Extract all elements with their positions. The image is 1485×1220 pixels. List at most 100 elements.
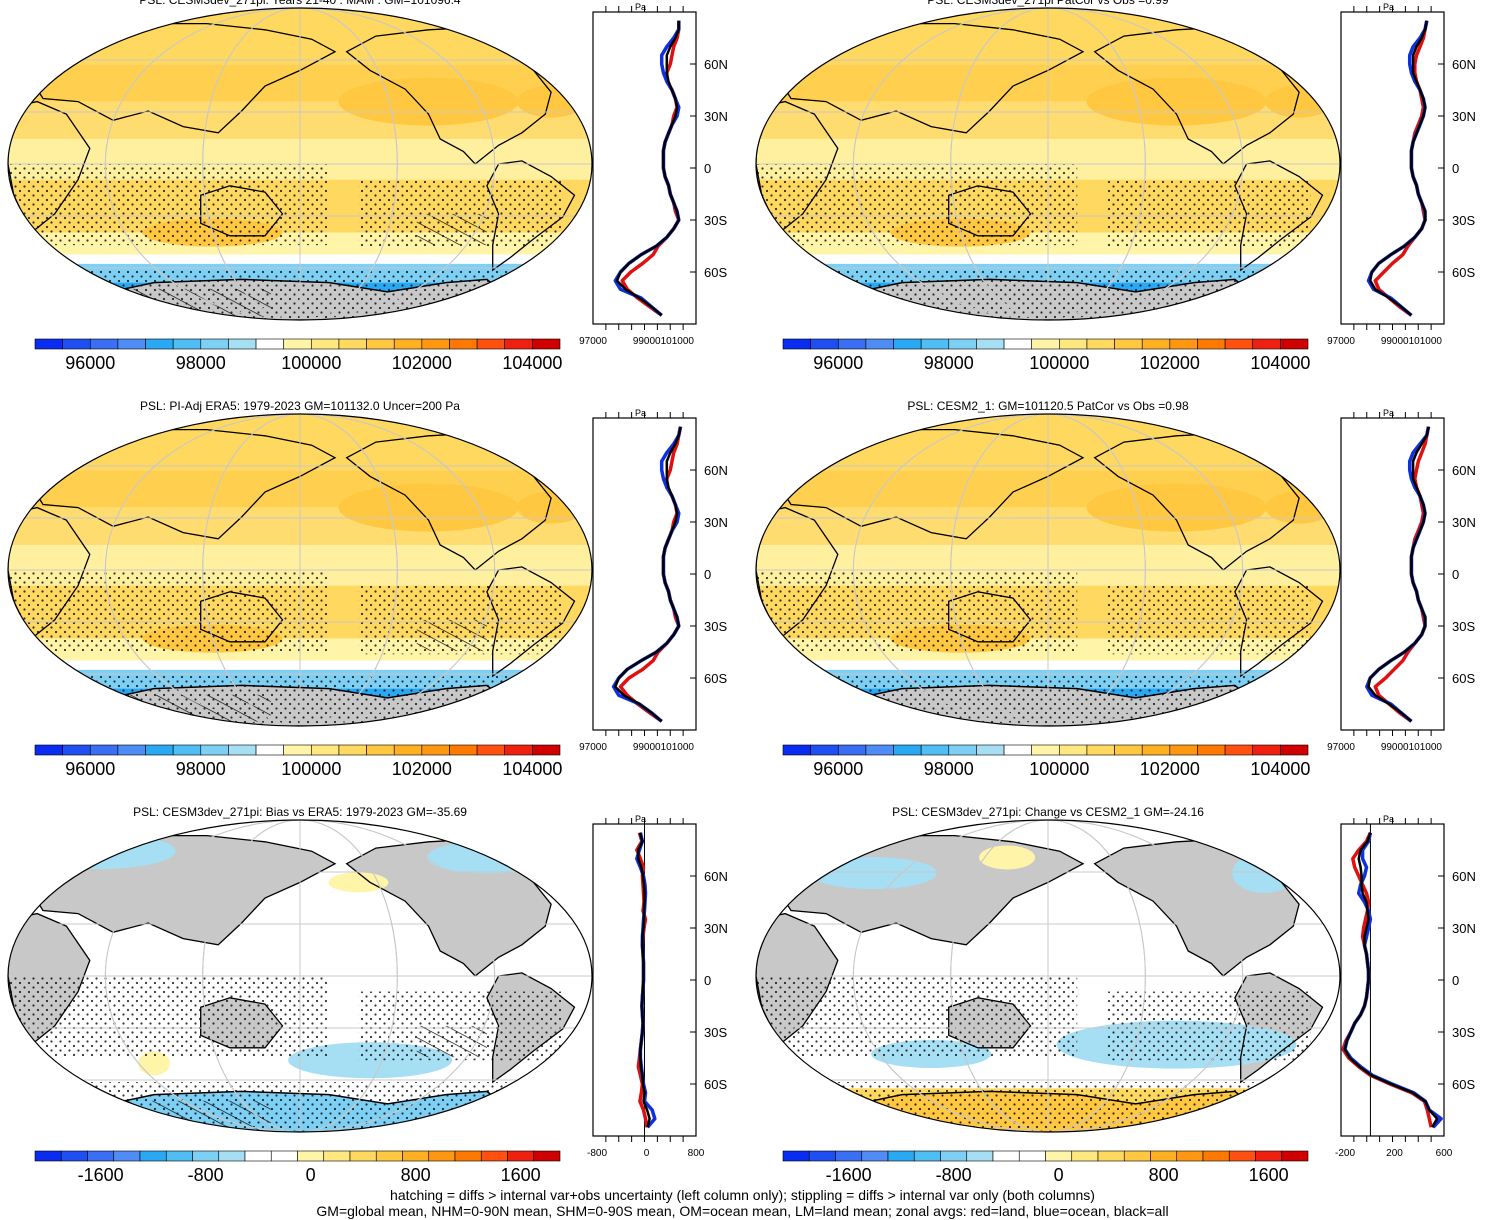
colorbar-swatch: [1141, 338, 1171, 350]
colorbar-swatch: [62, 338, 91, 350]
zonal-profile-5: 60N 30N 0 30S 60S Pa -800 0 800: [587, 814, 728, 1159]
profile-unit: Pa: [635, 814, 646, 824]
panel-5: PSL: CESM3dev_271pi: Bias vs ERA5: 1979-…: [7, 805, 728, 1185]
colorbar-swatch: [1202, 1150, 1230, 1162]
colorbar-label: 98000: [924, 759, 974, 779]
colorbar-swatch: [1252, 744, 1281, 756]
colorbar-swatch: [1003, 338, 1032, 350]
meridian-line: [950, 820, 1146, 1132]
colorbar-swatch: [60, 1150, 88, 1162]
subtropical-high: [338, 483, 519, 532]
stipple-region: [1106, 179, 1311, 249]
map-border: [7, 7, 593, 321]
colorbar-label: 1600: [1249, 1165, 1289, 1185]
lat-tick-label: 60N: [1452, 463, 1476, 478]
colorbar-swatch: [865, 338, 894, 350]
colorbar-swatch: [349, 1150, 377, 1162]
lat-tick-label: 0: [704, 567, 711, 582]
lat-tick-label: 60S: [704, 1077, 727, 1092]
colorbar-swatch: [200, 744, 229, 756]
lat-tick-label: 30S: [704, 619, 727, 634]
map-2: [756, 8, 1340, 320]
lat-tick-label: 60N: [1452, 869, 1476, 884]
lat-tick-label: 0: [1452, 567, 1459, 582]
map-border: [755, 7, 1341, 321]
colorbar-swatch: [810, 744, 839, 756]
lat-tick-label: 30S: [1452, 619, 1475, 634]
colorbar-label: -800: [188, 1165, 224, 1185]
map-border: [755, 819, 1341, 1133]
colorbar-swatch: [34, 744, 63, 756]
colorbar-label: 98000: [176, 759, 226, 779]
colorbar-swatch: [992, 1150, 1020, 1162]
x-tick-label: 600: [1436, 1148, 1453, 1159]
colorbar-swatch: [311, 338, 340, 350]
colorbar-swatch: [375, 1150, 403, 1162]
zonal-all-line: [637, 832, 651, 1128]
colorbar-swatch: [421, 744, 450, 756]
colorbar-swatch: [1114, 338, 1143, 350]
stipple-region: [1106, 991, 1311, 1061]
colorbar-swatch: [117, 744, 146, 756]
colorbar-label: -800: [936, 1165, 972, 1185]
colorbar-label: 104000: [1250, 759, 1310, 779]
colorbar-swatch: [507, 1150, 535, 1162]
colorbar-swatch: [255, 744, 284, 756]
colorbar-swatch: [837, 338, 867, 350]
stipple-region: [1106, 585, 1311, 655]
colorbar-swatch: [117, 338, 146, 350]
meridian-line: [104, 8, 496, 320]
colorbar-label: 100000: [281, 353, 341, 373]
colorbar-swatch: [366, 338, 395, 350]
lat-tick-label: 30S: [1452, 1025, 1475, 1040]
colorbar-swatch: [1003, 744, 1032, 756]
panel-6: PSL: CESM3dev_271pi: Change vs CESM2_1 G…: [755, 805, 1476, 1185]
lat-tick-label: 60N: [704, 57, 728, 72]
x-tick-label: 97000: [1327, 742, 1355, 753]
stipple-region: [8, 570, 330, 652]
colorbar-label: 96000: [813, 759, 863, 779]
colorbar-swatch: [113, 1150, 141, 1162]
colorbar-swatch: [421, 338, 450, 350]
colorbar-swatch: [89, 744, 119, 756]
map-5: [8, 820, 592, 1132]
lat-tick-label: 60S: [704, 671, 727, 686]
colorbar-swatch: [338, 338, 367, 350]
lat-tick-label: 60S: [704, 265, 727, 280]
colorbar-abs: 96000 98000 100000 102000 104000: [782, 338, 1310, 373]
map-border: [7, 819, 593, 1133]
colorbar-swatch: [228, 744, 257, 756]
profile-frame: [592, 11, 697, 325]
colorbar-swatch: [145, 744, 174, 756]
colorbar-swatch: [810, 338, 839, 350]
x-tick-label: 99000101000: [1381, 742, 1443, 753]
colorbar-swatch: [782, 1150, 810, 1162]
hatch-region: [416, 213, 487, 246]
x-tick-label: 0: [644, 1148, 650, 1159]
subtropical-high: [517, 85, 586, 118]
subtropical-high: [1265, 491, 1334, 524]
colorbar-swatch: [1071, 1150, 1099, 1162]
footer-line-2: GM=global mean, NHM=0-90N mean, SHM=0-90…: [316, 1203, 1169, 1219]
negative-anomaly: [426, 841, 547, 874]
colorbar-label: 100000: [1029, 353, 1089, 373]
colorbar-swatch: [34, 338, 63, 350]
zonal-profile-2: 60N 30N 0 30S 60S Pa 97000 99000101000: [1327, 2, 1476, 347]
colorbar-swatch: [1197, 338, 1226, 350]
colorbar-swatch: [255, 338, 284, 350]
colorbar-label: 800: [1149, 1165, 1179, 1185]
colorbar-swatch: [1114, 744, 1143, 756]
profile-unit: Pa: [1383, 408, 1394, 418]
lat-tick-label: 60N: [704, 463, 728, 478]
colorbar-abs: 96000 98000 100000 102000 104000: [34, 744, 562, 779]
lat-tick-label: 60S: [1452, 265, 1475, 280]
meridian-line: [104, 820, 496, 1132]
hatch-region: [124, 288, 271, 320]
colorbar-swatch: [920, 338, 950, 350]
colorbar-swatch: [504, 338, 533, 350]
colorbar-abs: 96000 98000 100000 102000 104000: [782, 744, 1310, 779]
lat-tick-label: 60S: [1452, 1077, 1475, 1092]
profile-unit: Pa: [1383, 2, 1394, 12]
colorbar-diff: -1600 -800 0 800 1600: [34, 1150, 561, 1185]
zonal-all-line: [615, 20, 681, 317]
